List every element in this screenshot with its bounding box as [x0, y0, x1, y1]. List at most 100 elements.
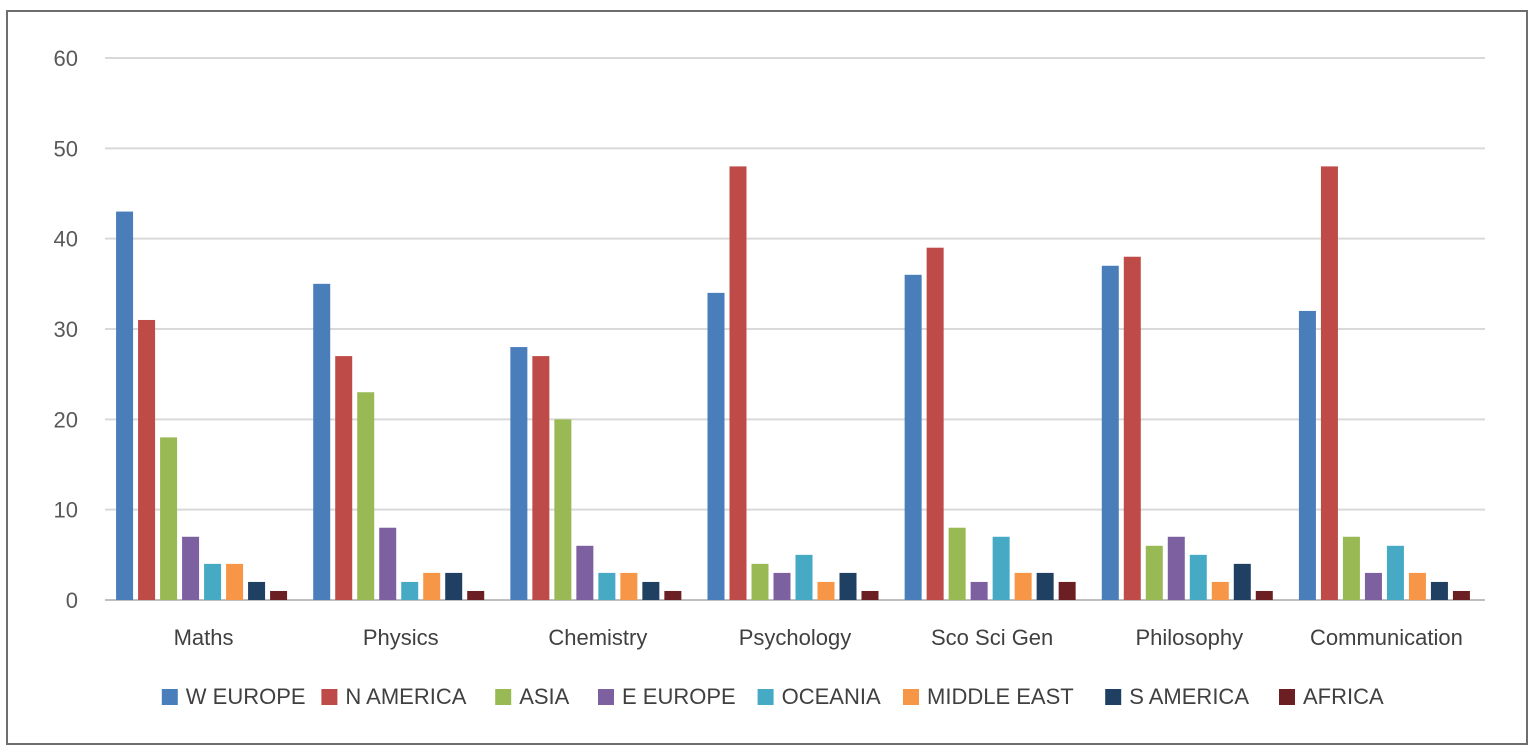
bar-communication-w-europe	[1298, 310, 1316, 600]
bar-sco-sci-gen-n-america	[926, 247, 944, 600]
legend-swatch	[903, 689, 919, 705]
bar-psychology-africa	[861, 590, 879, 600]
legend-swatch	[161, 689, 178, 705]
bar-chemistry-s-america	[642, 581, 660, 600]
x-axis-categories: Maths Physics Chemistry Psychology Sco Sci G…	[174, 625, 1463, 650]
bar-maths-middle-east	[226, 563, 244, 600]
bar-physics-asia	[357, 392, 375, 600]
x-category-label: Philosophy	[1135, 625, 1243, 650]
legend-swatch	[757, 689, 774, 705]
bar-chemistry-middle-east	[620, 572, 638, 600]
bar-psychology-s-america	[839, 572, 857, 600]
bar-maths-n-america	[138, 319, 156, 600]
bar-psychology-w-europe	[707, 292, 725, 600]
legend-label: W EUROPE	[186, 684, 306, 709]
bar-sco-sci-gen-w-europe	[904, 274, 922, 600]
legend: W EUROPE N AMERICA ASIA E EUROPE OCEANIA MIDD…	[161, 684, 1384, 709]
bar-philosophy-e-europe	[1167, 536, 1185, 600]
bar-communication-s-america	[1430, 581, 1448, 600]
bar-sco-sci-gen-oceania	[992, 536, 1010, 600]
legend-item: E EUROPE	[598, 684, 736, 709]
legend-item: N AMERICA	[321, 684, 467, 709]
legend-item: AFRICA	[1279, 684, 1384, 709]
bar-sco-sci-gen-africa	[1058, 581, 1076, 600]
bar-maths-asia	[160, 437, 178, 600]
legend-swatch	[495, 689, 512, 705]
bar-communication-oceania	[1386, 545, 1404, 600]
bar-philosophy-asia	[1145, 545, 1163, 600]
bar-communication-middle-east	[1408, 572, 1426, 600]
bar-philosophy-w-europe	[1101, 265, 1119, 600]
bar-philosophy-oceania	[1189, 554, 1207, 600]
x-category-label: Psychology	[739, 625, 852, 650]
bar-philosophy-middle-east	[1211, 581, 1229, 600]
bar-maths-oceania	[204, 563, 222, 600]
legend-label: E EUROPE	[622, 684, 736, 709]
bar-psychology-e-europe	[773, 572, 791, 600]
legend-label: OCEANIA	[782, 684, 881, 709]
bar-chemistry-oceania	[598, 572, 616, 600]
bar-philosophy-n-america	[1123, 256, 1141, 600]
legend-item: MIDDLE EAST	[903, 684, 1074, 709]
bar-maths-e-europe	[182, 536, 200, 600]
bar-maths-africa	[270, 590, 288, 600]
bar-sco-sci-gen-middle-east	[1014, 572, 1032, 600]
bar-chemistry-w-europe	[510, 347, 528, 600]
legend-label: ASIA	[519, 684, 569, 709]
bar-psychology-n-america	[729, 166, 747, 600]
gridlines	[105, 57, 1485, 601]
bar-sco-sci-gen-s-america	[1036, 572, 1054, 600]
bar-maths-s-america	[248, 581, 266, 600]
legend-swatch	[321, 689, 338, 705]
x-category-label: Physics	[363, 625, 439, 650]
legend-item: W EUROPE	[161, 684, 306, 709]
bar-communication-n-america	[1320, 166, 1338, 600]
legend-label: N AMERICA	[345, 684, 466, 709]
bar-philosophy-s-america	[1233, 563, 1251, 600]
x-category-label: Chemistry	[548, 625, 647, 650]
bar-communication-africa	[1452, 590, 1470, 600]
legend-swatch	[1279, 689, 1295, 705]
bar-psychology-oceania	[795, 554, 813, 600]
x-category-label: Sco Sci Gen	[931, 625, 1053, 650]
bar-physics-s-america	[445, 572, 463, 600]
legend-item: ASIA	[495, 684, 570, 709]
y-tick-label: 10	[54, 498, 78, 523]
legend-swatch	[598, 689, 614, 705]
bar-physics-e-europe	[379, 527, 397, 600]
bar-chemistry-n-america	[532, 356, 550, 600]
x-category-label: Maths	[174, 625, 234, 650]
bar-physics-africa	[467, 590, 485, 600]
bar-maths-w-europe	[116, 211, 134, 601]
bar-physics-middle-east	[423, 572, 441, 600]
legend-label: S AMERICA	[1129, 684, 1249, 709]
bar-physics-n-america	[335, 356, 353, 600]
bar-communication-e-europe	[1364, 572, 1382, 600]
bar-chemistry-asia	[554, 419, 572, 600]
bar-sco-sci-gen-e-europe	[970, 581, 988, 600]
x-category-label: Communication	[1310, 625, 1463, 650]
bar-sco-sci-gen-asia	[948, 527, 966, 600]
bar-physics-oceania	[401, 581, 419, 600]
legend-item: OCEANIA	[757, 684, 881, 709]
y-tick-label: 40	[54, 227, 78, 252]
legend-swatch	[1105, 689, 1122, 705]
legend-item: S AMERICA	[1105, 684, 1249, 709]
bar-chemistry-e-europe	[576, 545, 594, 600]
y-axis-ticks: 0 10 20 30 40 50 60	[54, 46, 78, 613]
chart-frame	[6, 10, 1528, 745]
y-tick-label: 30	[54, 317, 78, 342]
y-tick-label: 60	[54, 46, 78, 71]
y-tick-label: 0	[66, 588, 78, 613]
y-tick-label: 20	[54, 407, 78, 432]
bars	[116, 166, 1470, 601]
bar-physics-w-europe	[313, 283, 331, 600]
bar-psychology-middle-east	[817, 581, 835, 600]
y-tick-label: 50	[54, 136, 78, 161]
bar-psychology-asia	[751, 563, 769, 600]
legend-label: MIDDLE EAST	[927, 684, 1074, 709]
bar-philosophy-africa	[1255, 590, 1273, 600]
bar-communication-asia	[1342, 536, 1360, 600]
bar-chemistry-africa	[664, 590, 682, 600]
